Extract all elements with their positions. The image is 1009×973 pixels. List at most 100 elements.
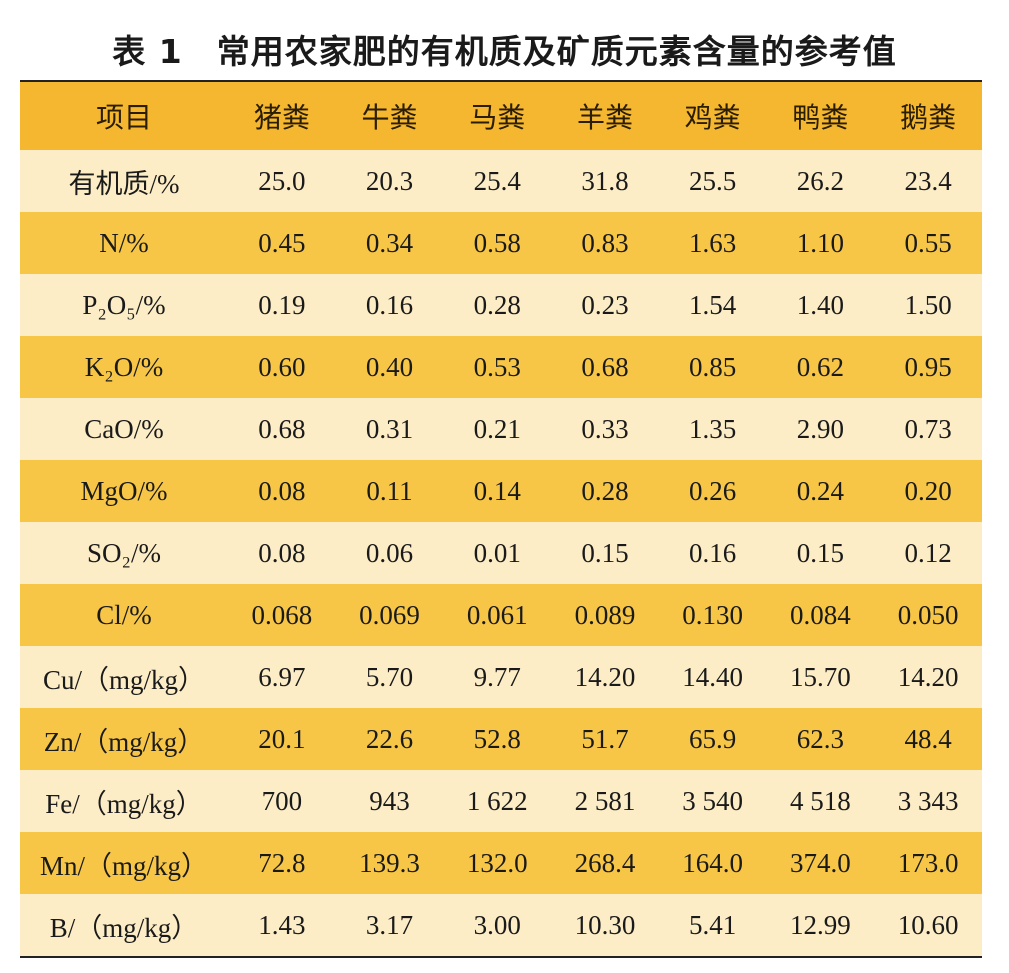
row-label: N/% — [99, 227, 149, 258]
table-cell: 0.08 — [258, 475, 306, 506]
table-cell: 3 343 — [897, 785, 959, 816]
row-label: MgO/% — [80, 475, 168, 506]
table-cell: 26.2 — [796, 165, 844, 196]
data-table: 项目 猪粪 牛粪 马粪 羊粪 鸡粪 鸭粪 鹅粪 有机质/% 25.0 20.3 25.… — [20, 82, 982, 956]
table-cell: 12.99 — [789, 909, 851, 940]
table-cell: 0.31 — [365, 413, 414, 444]
row-label: SO₂/% — [87, 537, 161, 568]
table-cell: 2 581 — [574, 785, 636, 816]
table-cell: 3 540 — [682, 785, 744, 816]
table-cell: 15.70 — [789, 661, 851, 692]
table-cell: 173.0 — [897, 847, 959, 878]
table-cell: 52.8 — [473, 723, 521, 754]
table-row: Zn/（mg/kg） 20.1 22.6 52.8 51.7 65.9 62.3 48.4 — [20, 708, 982, 770]
table-cell: 268.4 — [574, 847, 636, 878]
table-cell: 0.16 — [689, 537, 737, 568]
table-cell: 48.4 — [904, 723, 952, 754]
header-cell: 鸭粪 — [792, 101, 849, 134]
table-row: K₂O/% 0.60 0.40 0.53 0.68 0.85 0.62 0.95 — [20, 336, 982, 398]
table-cell: 1 622 — [466, 785, 528, 816]
row-label: Mn/（mg/kg） — [39, 850, 208, 881]
table-cell: 0.73 — [904, 413, 952, 444]
table-cell: 25.0 — [258, 165, 306, 196]
table-cell: 0.01 — [473, 537, 521, 568]
table-cell: 132.0 — [466, 847, 528, 878]
table-cell: 65.9 — [689, 723, 737, 754]
table-cell: 25.5 — [689, 165, 737, 196]
table-cell: 14.40 — [682, 661, 744, 692]
row-label: Cu/（mg/kg） — [42, 664, 205, 695]
table-title: 表 1 常用农家肥的有机质及矿质元素含量的参考值 — [112, 32, 897, 71]
table-bottom-rule — [20, 956, 982, 958]
table-row: B/（mg/kg） 1.43 3.17 3.00 10.30 5.41 12.99 10.60 — [20, 894, 982, 956]
table-cell: 10.60 — [897, 909, 959, 940]
table-cell: 20.1 — [258, 723, 306, 754]
table-cell: 14.20 — [574, 661, 636, 692]
table-cell: 1.50 — [904, 289, 952, 320]
table-cell: 6.97 — [258, 661, 306, 692]
table-cell: 1.54 — [689, 289, 737, 320]
table-cell: 0.19 — [258, 289, 306, 320]
header-row: 项目 猪粪 牛粪 马粪 羊粪 鸡粪 鸭粪 鹅粪 — [20, 82, 982, 150]
table-row: P₂O₅/% 0.19 0.16 0.28 0.23 1.54 1.40 1.50 — [20, 274, 982, 336]
table-cell: 0.06 — [365, 537, 414, 568]
table-top-rule — [20, 80, 982, 82]
row-label: Zn/（mg/kg） — [43, 726, 205, 757]
table-cell: 0.069 — [359, 599, 420, 630]
table-cell: 0.21 — [473, 413, 521, 444]
table-row: 有机质/% 25.0 20.3 25.4 31.8 25.5 26.2 23.4 — [20, 150, 982, 212]
table-cell: 0.23 — [581, 289, 629, 320]
table-row: Cu/（mg/kg） 6.97 5.70 9.77 14.20 14.40 15.70 14.… — [20, 646, 982, 708]
table-cell: 3.17 — [365, 909, 414, 940]
table-cell: 0.12 — [904, 537, 952, 568]
table-cell: 0.068 — [251, 599, 313, 630]
table-cell: 0.130 — [682, 599, 744, 630]
header-cell: 羊粪 — [576, 101, 633, 134]
table-cell: 51.7 — [581, 723, 629, 754]
table-cell: 0.08 — [258, 537, 306, 568]
table-cell: 0.34 — [365, 227, 414, 258]
table-body: 有机质/% 25.0 20.3 25.4 31.8 25.5 26.2 23.4 N/% 0.45… — [20, 150, 982, 956]
table-cell: 374.0 — [789, 847, 851, 878]
table-cell: 0.15 — [796, 537, 844, 568]
table-cell: 0.20 — [904, 475, 952, 506]
table-cell: 22.6 — [365, 723, 414, 754]
row-label: Cl/% — [96, 599, 152, 630]
table-cell: 0.16 — [365, 289, 414, 320]
table-row: Cl/% 0.068 0.069 0.061 0.089 0.130 0.084 0.050 — [20, 584, 982, 646]
table-cell: 0.28 — [581, 475, 629, 506]
table-cell: 1.63 — [689, 227, 737, 258]
row-label: B/（mg/kg） — [49, 912, 199, 943]
header-cell: 鹅粪 — [900, 101, 957, 134]
table-cell: 0.55 — [904, 227, 952, 258]
table-cell: 0.45 — [258, 227, 306, 258]
table-cell: 1.10 — [796, 227, 844, 258]
table-cell: 5.70 — [365, 661, 414, 692]
table-cell: 31.8 — [581, 165, 629, 196]
header-cell: 马粪 — [469, 101, 526, 134]
table-cell: 700 — [261, 785, 303, 816]
table-cell: 0.26 — [689, 475, 737, 506]
row-label: K₂O/% — [84, 351, 164, 382]
table-cell: 0.089 — [574, 599, 636, 630]
table-row: N/% 0.45 0.34 0.58 0.83 1.63 1.10 0.55 — [20, 212, 982, 274]
table-cell: 62.3 — [796, 723, 844, 754]
table-cell: 0.33 — [581, 413, 629, 444]
table-row: MgO/% 0.08 0.11 0.14 0.28 0.26 0.24 0.20 — [20, 460, 982, 522]
row-label: 有机质/% — [68, 168, 180, 199]
table-cell: 0.28 — [473, 289, 521, 320]
table-cell: 164.0 — [682, 847, 744, 878]
table-cell: 0.62 — [796, 351, 844, 382]
table-cell: 0.050 — [897, 599, 959, 630]
table-cell: 10.30 — [574, 909, 636, 940]
table-cell: 0.95 — [904, 351, 952, 382]
table-cell: 0.85 — [689, 351, 737, 382]
table-cell: 0.40 — [365, 351, 414, 382]
table-cell: 0.53 — [473, 351, 521, 382]
table-cell: 3.00 — [473, 909, 521, 940]
header-cell: 牛粪 — [361, 101, 418, 134]
table-cell: 1.35 — [689, 413, 737, 444]
table-cell: 1.43 — [258, 909, 306, 940]
header-cell: 项目 — [95, 101, 152, 134]
table-cell: 1.40 — [796, 289, 844, 320]
